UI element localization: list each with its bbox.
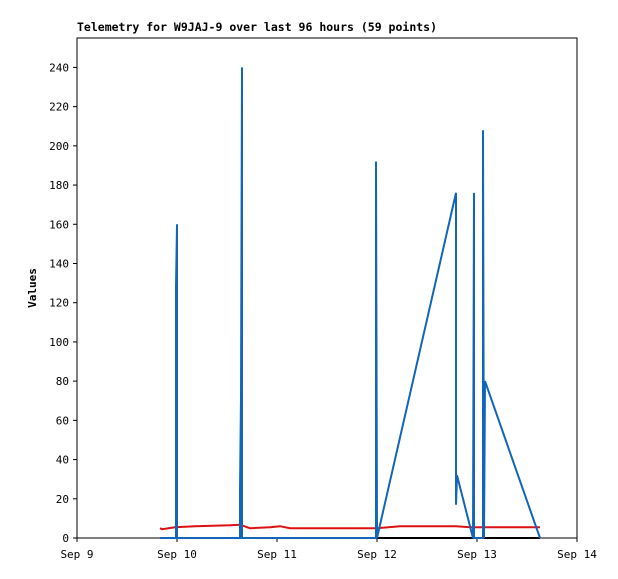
y-tick-label: 20 <box>56 493 69 506</box>
plot-frame <box>76 37 578 539</box>
y-tick-label: 160 <box>49 218 69 231</box>
y-tick-label: 0 <box>62 532 69 545</box>
y-tick-label: 40 <box>56 454 69 467</box>
y-tick-label: 140 <box>49 257 69 270</box>
series-line <box>160 67 541 539</box>
x-tick-label: Sep 11 <box>257 548 297 561</box>
y-tick-label: 60 <box>56 414 69 427</box>
y-tick-label: 220 <box>49 101 69 114</box>
y-tick-label: 200 <box>49 140 69 153</box>
x-tick-label: Sep 13 <box>457 548 497 561</box>
y-tick-label: 120 <box>49 297 69 310</box>
series-line <box>159 523 540 531</box>
y-tick-label: 80 <box>56 375 69 388</box>
y-tick-label: 180 <box>49 179 69 192</box>
y-tick-label: 100 <box>49 336 69 349</box>
x-tick-label: Sep 12 <box>357 548 397 561</box>
x-tick-label: Sep 14 <box>557 548 597 561</box>
y-axis-label: Values <box>26 268 39 308</box>
x-tick-label: Sep 9 <box>60 548 93 561</box>
chart-title: Telemetry for W9JAJ-9 over last 96 hours… <box>77 20 437 34</box>
y-tick-label: 240 <box>49 61 69 74</box>
x-tick-label: Sep 10 <box>157 548 197 561</box>
